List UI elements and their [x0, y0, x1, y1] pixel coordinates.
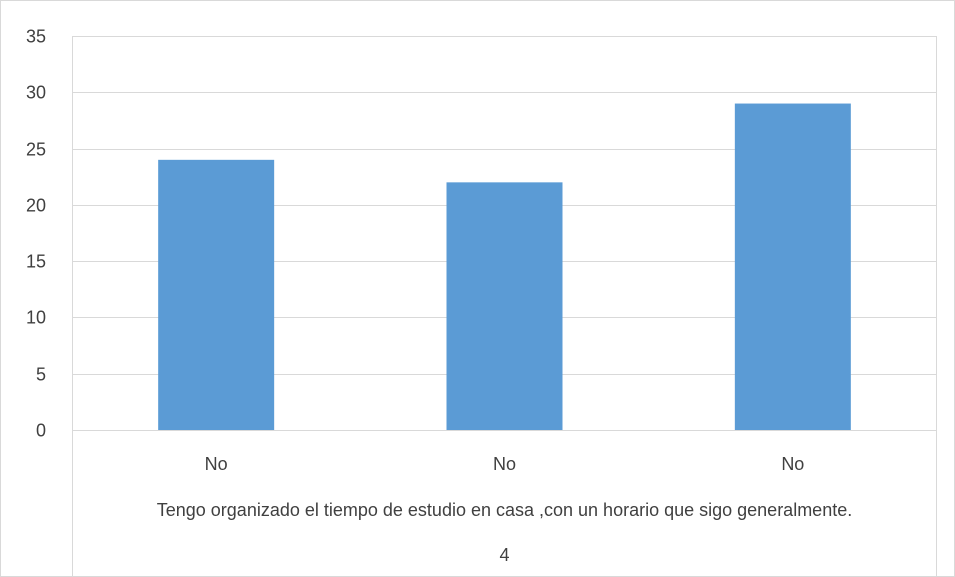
y-tick-label: 30 [26, 83, 46, 103]
group-labels: Tengo organizado el tiempo de estudio en… [157, 500, 852, 565]
y-tick-label: 20 [26, 196, 46, 216]
x-group-label: Tengo organizado el tiempo de estudio en… [157, 500, 852, 520]
y-axis-ticks: 0 5 10 15 20 25 30 35 [26, 27, 46, 441]
y-tick-label: 15 [26, 252, 46, 272]
x-category-label: No [493, 454, 516, 474]
x-category-label: No [205, 454, 228, 474]
y-tick-label: 0 [36, 421, 46, 441]
axes [72, 36, 937, 577]
bar [734, 103, 851, 431]
y-tick-label: 35 [26, 27, 46, 47]
y-tick-label: 25 [26, 140, 46, 160]
bar [446, 182, 563, 430]
y-tick-label: 5 [36, 365, 46, 385]
category-labels: No No No [205, 454, 805, 474]
y-tick-label: 10 [26, 308, 46, 328]
bars [158, 103, 851, 431]
x-group-sublabel: 4 [499, 545, 509, 565]
bar [158, 159, 275, 431]
x-category-label: No [781, 454, 804, 474]
